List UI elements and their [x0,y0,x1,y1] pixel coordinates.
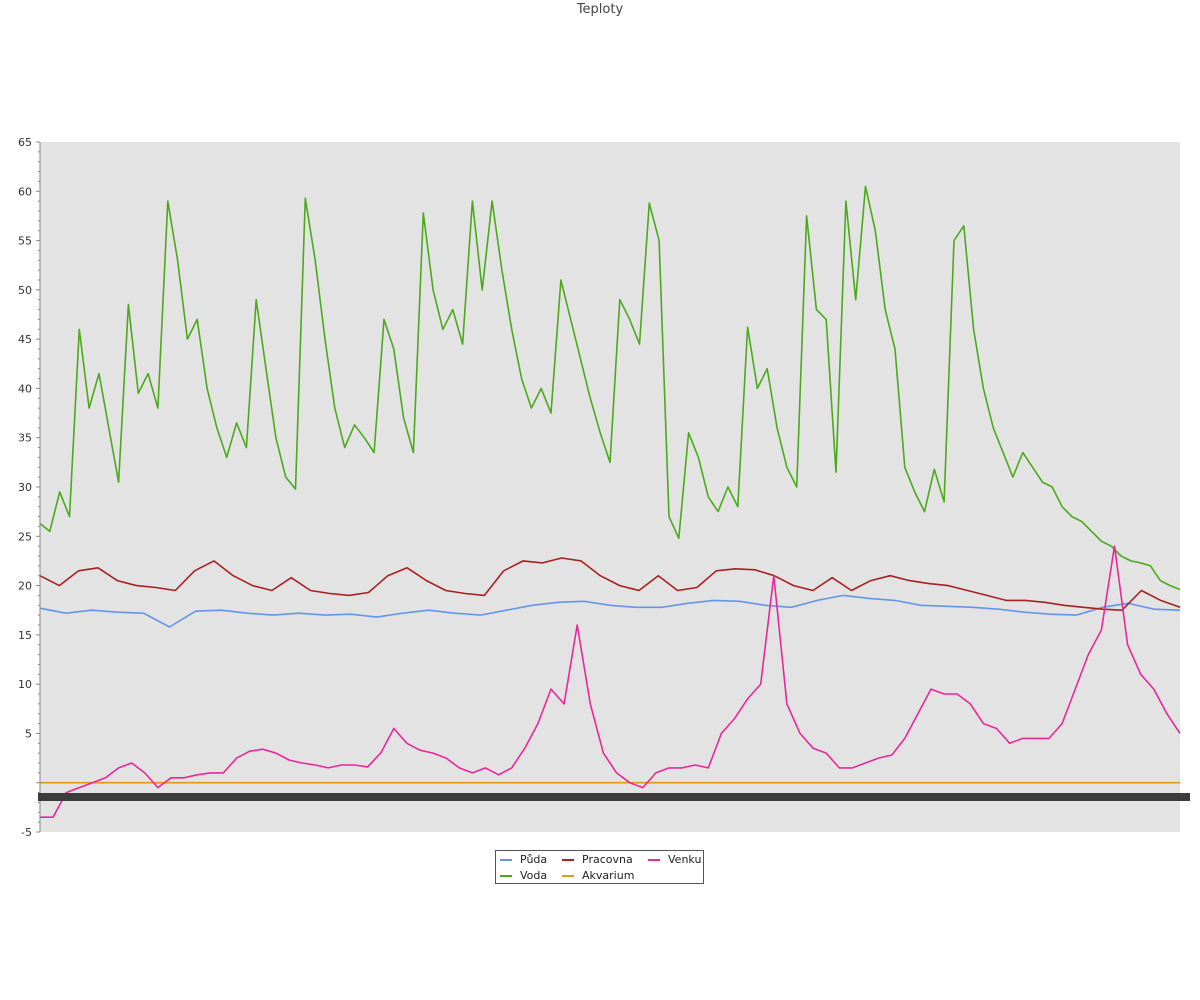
legend-label: Půda [520,853,548,866]
y-tick-label: 45 [18,333,32,346]
legend-swatch [562,859,574,861]
y-tick-label: 50 [18,284,32,297]
y-tick-label: 15 [18,629,32,642]
legend-label: Akvarium [582,869,635,882]
legend-item-voda: Voda [500,869,547,883]
series-line-pracovna [39,557,1181,612]
y-tick-label: -5 [21,826,32,839]
legend-item-akvarium: Akvarium [562,869,634,883]
y-tick-label: 35 [18,432,32,445]
y-tick-label: 10 [18,678,32,691]
legend-item-puda: Půda [500,853,547,867]
legend-swatch [500,875,512,877]
legend-swatch [648,859,660,861]
y-axis: 65 60 55 50 45 40 35 30 25 20 15 10 5 -5 [18,136,1190,839]
y-tick-label: 55 [18,235,32,248]
series-line-pda [39,594,1181,628]
plot-area [40,142,1180,832]
legend-label: Venku [668,853,702,866]
series-layer [39,185,1181,819]
y-tick-label: 40 [18,382,32,395]
y-tick-label: 65 [18,136,32,149]
x-tick-labels-overlap [38,793,1190,801]
y-tick-label: 5 [25,727,32,740]
y-tick-label: 25 [18,530,32,543]
series-line-voda [39,185,1181,591]
y-tick-label: 60 [18,185,32,198]
series-line-venku [40,545,1181,819]
chart-title: Teploty [576,2,624,17]
legend-label: Pracovna [582,853,633,866]
legend-label: Voda [520,869,548,882]
legend-swatch [562,875,574,877]
y-tick-label: 30 [18,481,32,494]
legend-swatch [500,859,512,861]
legend-item-pracovna: Pracovna [562,853,633,867]
y-tick-label: 20 [18,580,32,593]
legend-item-venku: Venku [648,853,701,867]
legend: Půda Pracovna Venku Voda Akvarium [495,850,704,884]
